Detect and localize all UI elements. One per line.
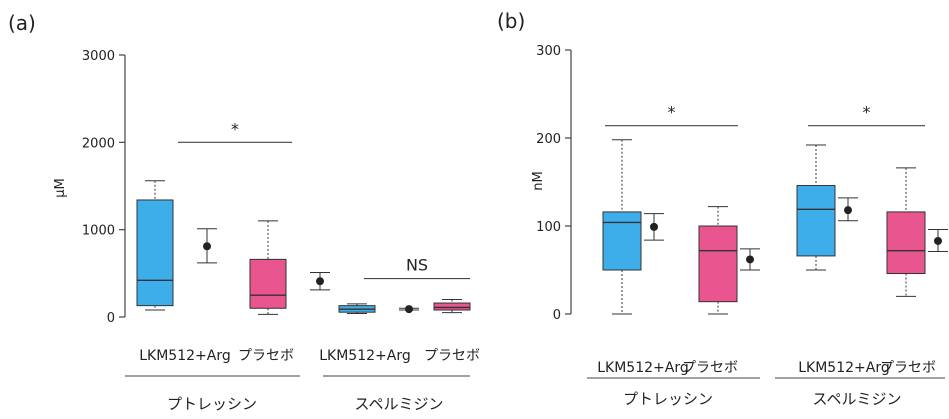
box-3 (338, 303, 419, 315)
panel-b-label: (b) (497, 9, 525, 33)
y-tick-label: 200 (536, 132, 561, 147)
box-3 (796, 144, 858, 271)
panel-a-plot: 0 1000 2000 3000 * NS LKM512+Arg プラセボ LKM512+Arg… (82, 49, 480, 377)
category-label: LKM512+Arg (798, 360, 890, 376)
significance-label: * (231, 119, 239, 138)
panel-a-group-2: スペルミジン (355, 395, 444, 413)
category-label: プラセボ (880, 360, 936, 376)
panel-b: (b) nM プトレッシン スペルミジン (497, 9, 901, 408)
mean-point (316, 277, 324, 286)
y-tick-label: 1000 (82, 224, 115, 239)
box-iqr (796, 185, 836, 257)
y-tick-label: 3000 (82, 49, 115, 64)
panel-a-ylabel: μM (53, 178, 68, 198)
mean-point (650, 222, 658, 231)
panel-a-label: (a) (8, 11, 36, 35)
box-1 (136, 180, 217, 311)
panel-b-ylabel: nM (531, 171, 546, 190)
box-iqr (136, 199, 174, 307)
panel-a: (a) μM プトレッシン スペルミジン (8, 11, 443, 413)
mean-point (203, 242, 211, 251)
box-iqr (698, 225, 738, 303)
y-tick-label: 0 (107, 311, 115, 326)
category-label: プラセボ (424, 348, 480, 364)
box-1 (602, 139, 664, 315)
category-label: LKM512+Arg (139, 348, 231, 364)
box-iqr (433, 302, 471, 311)
mean-point (746, 255, 754, 264)
box-2 (698, 206, 760, 315)
category-label: LKM512+Arg (319, 348, 411, 364)
y-tick-label: 300 (536, 44, 561, 59)
category-label: プラセボ (238, 348, 294, 364)
panel-b-group-1: プトレッシン (623, 390, 713, 408)
box-iqr (886, 211, 926, 275)
y-tick-label: 0 (553, 308, 561, 323)
mean-point (405, 305, 413, 314)
significance-label: * (863, 103, 871, 122)
y-tick-label: 100 (536, 220, 561, 235)
box-4 (886, 167, 948, 297)
panel-b-group-2: スペルミジン (813, 390, 902, 408)
y-tick-label: 2000 (82, 136, 115, 151)
box-iqr (602, 211, 642, 271)
mean-point (844, 206, 852, 215)
box-iqr (249, 258, 287, 309)
box-2 (249, 220, 330, 315)
significance-label: * (668, 103, 676, 122)
category-label: LKM512+Arg (597, 360, 689, 376)
category-label: プラセボ (682, 360, 738, 376)
significance-label: NS (406, 256, 428, 275)
mean-point (934, 236, 942, 245)
panel-a-group-1: プトレッシン (167, 395, 257, 413)
box-4 (433, 299, 471, 314)
